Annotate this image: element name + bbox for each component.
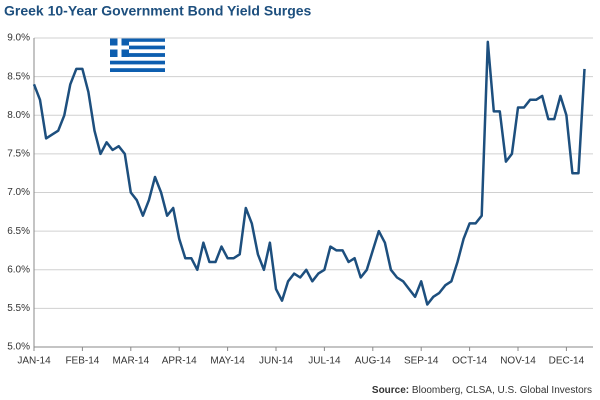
x-tick-label: OCT-14 <box>452 356 487 367</box>
x-tick-label: JUL-14 <box>308 356 341 367</box>
yield-line <box>32 40 586 306</box>
y-tick-label: 9.0% <box>7 33 30 44</box>
y-tick-label: 6.0% <box>7 264 30 275</box>
x-tick-label: DEC-14 <box>549 356 585 367</box>
x-tick-label: FEB-14 <box>65 356 99 367</box>
y-tick-label: 7.5% <box>7 149 30 160</box>
chart-title: Greek 10-Year Government Bond Yield Surg… <box>4 3 312 19</box>
x-tick-label: MAR-14 <box>112 356 149 367</box>
y-tick-label: 8.5% <box>7 71 30 82</box>
x-tick-label: JUN-14 <box>259 356 293 367</box>
source: Source: Bloomberg, CLSA, U.S. Global Inv… <box>372 385 592 396</box>
x-tick-label: SEP-14 <box>404 356 439 367</box>
greek-flag <box>110 38 165 72</box>
x-tick-label: JAN-14 <box>17 356 51 367</box>
y-tick-label: 6.5% <box>7 226 30 237</box>
source-text: Bloomberg, CLSA, U.S. Global Investors <box>412 385 592 396</box>
y-tick-label: 7.0% <box>7 187 30 198</box>
x-tick-label: AUG-14 <box>355 356 392 367</box>
x-tick-label: NOV-14 <box>500 356 536 367</box>
x-tick-label: APR-14 <box>162 356 197 367</box>
y-tick-label: 5.5% <box>7 303 30 314</box>
x-tick-label: MAY-14 <box>210 356 245 367</box>
y-tick-label: 8.0% <box>7 110 30 121</box>
y-tick-label: 5.0% <box>7 342 30 353</box>
source-label: Source: <box>372 385 409 396</box>
